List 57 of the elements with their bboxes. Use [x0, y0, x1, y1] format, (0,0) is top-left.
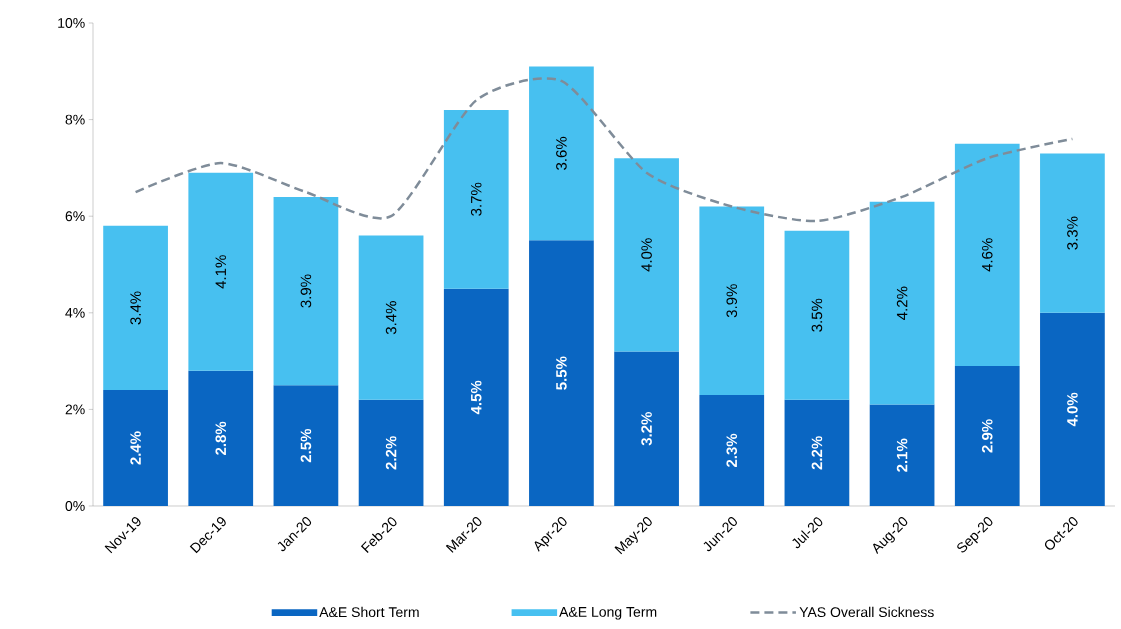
- bar: [954, 365, 1020, 506]
- bar: [784, 399, 850, 506]
- y-tick-label: 10%: [58, 18, 85, 28]
- data-label: 3.4%: [130, 291, 141, 325]
- data-label: 3.9%: [726, 284, 738, 318]
- data-label: 2.2%: [811, 436, 823, 470]
- y-tick-label: 0%: [65, 501, 85, 511]
- bar: [273, 385, 339, 506]
- bar: [443, 109, 509, 289]
- data-label: 5.5%: [556, 356, 567, 390]
- data-label: 3.5%: [811, 298, 823, 332]
- data-label: 3.4%: [385, 301, 397, 335]
- bar: [784, 230, 850, 400]
- bar: [358, 399, 424, 506]
- bar: [699, 206, 765, 395]
- data-label: 3.2%: [641, 412, 652, 446]
- data-label: 2.9%: [981, 419, 993, 453]
- data-label: 4.1%: [215, 255, 227, 289]
- bar: [1040, 312, 1105, 506]
- bar: [103, 225, 168, 391]
- data-label: 2.1%: [896, 438, 908, 472]
- y-tick-label: 2%: [65, 404, 85, 415]
- y-tick-label: 4%: [65, 307, 85, 318]
- legend-label: YAS Overall Sickness: [799, 606, 934, 618]
- data-label: 2.8%: [215, 421, 227, 455]
- bar: [103, 390, 168, 506]
- bar: [188, 370, 254, 506]
- data-label: 3.7%: [470, 182, 482, 216]
- bar: [188, 172, 254, 371]
- y-tick-label: 8%: [65, 114, 85, 125]
- bar: [358, 235, 424, 400]
- bar: [1040, 153, 1105, 313]
- data-label: 2.5%: [300, 428, 312, 463]
- y-tick-label: 6%: [65, 211, 85, 222]
- data-label: 3.3%: [1067, 216, 1078, 250]
- data-label: 4.6%: [981, 238, 993, 272]
- bar: [529, 66, 594, 241]
- data-label: 2.4%: [130, 431, 141, 465]
- bar: [614, 158, 679, 352]
- data-label: 3.6%: [556, 136, 567, 170]
- bar: [273, 196, 339, 386]
- data-label: 4.5%: [470, 380, 482, 415]
- bar: [614, 351, 679, 506]
- data-label: 2.3%: [726, 433, 738, 468]
- data-label: 4.0%: [641, 238, 652, 272]
- data-label: 4.0%: [1067, 392, 1078, 427]
- bar: [699, 394, 765, 506]
- bar: [443, 288, 509, 506]
- legend-label: A&E Short Term: [319, 606, 419, 618]
- bar: [869, 201, 935, 405]
- bar: [869, 404, 935, 506]
- bar: [954, 143, 1020, 366]
- bar: [529, 240, 594, 506]
- data-label: 3.9%: [300, 274, 312, 308]
- data-label: 2.2%: [385, 436, 397, 470]
- legend-label: A&E Long Term: [559, 607, 657, 620]
- data-label: 4.2%: [896, 286, 908, 320]
